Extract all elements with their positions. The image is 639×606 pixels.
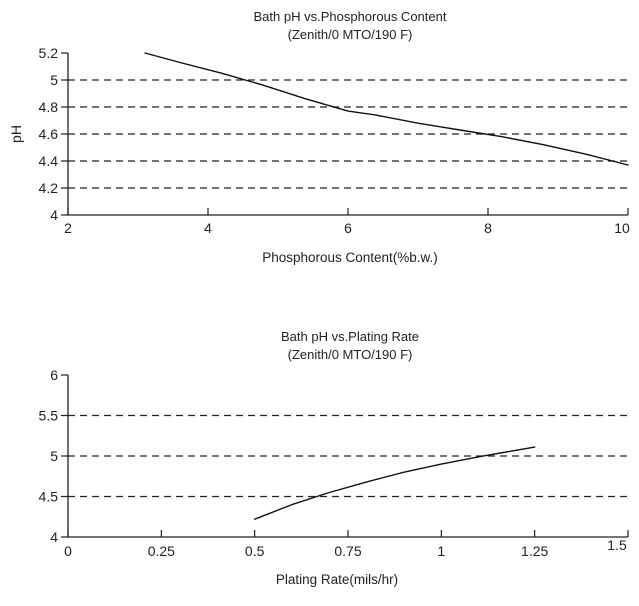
chart-ph-vs-phosphorous: Bath pH vs.Phosphorous Content (Zenith/0… bbox=[8, 9, 630, 265]
series-line bbox=[253, 446, 536, 520]
y-tick-label: 4.2 bbox=[39, 180, 59, 196]
y-tick-label: 4.4 bbox=[39, 153, 59, 169]
y-tick-label: 4.5 bbox=[39, 489, 59, 505]
y-tick-label: 4 bbox=[50, 529, 58, 545]
x-tick-label: 1.25 bbox=[521, 543, 548, 559]
x-tick-label: 10 bbox=[614, 220, 630, 236]
y-tick-label: 4.8 bbox=[39, 99, 59, 115]
chart-ph-vs-plating-rate: Bath pH vs.Plating Rate (Zenith/0 MTO/19… bbox=[39, 329, 629, 587]
y-tick-label: 5 bbox=[50, 448, 58, 464]
x-tick-label: 1.5 bbox=[607, 537, 627, 553]
x-tick-label: 1 bbox=[437, 543, 445, 559]
x-tick-label: 4 bbox=[204, 220, 212, 236]
chart-title: Bath pH vs.Plating Rate bbox=[281, 329, 419, 344]
chart-subtitle: (Zenith/0 MTO/190 F) bbox=[288, 347, 413, 362]
x-tick-label: 8 bbox=[484, 220, 492, 236]
y-tick-label: 5.5 bbox=[39, 408, 59, 424]
x-tick-label: 0 bbox=[64, 543, 72, 559]
y-tick-label: 4.6 bbox=[39, 126, 59, 142]
series-line bbox=[144, 52, 629, 166]
x-tick-label: 0.5 bbox=[245, 543, 265, 559]
x-tick-label: 2 bbox=[64, 220, 72, 236]
x-axis-label: Phosphorous Content(%b.w.) bbox=[262, 250, 438, 265]
chart-title: Bath pH vs.Phosphorous Content bbox=[254, 9, 447, 24]
chart-subtitle: (Zenith/0 MTO/190 F) bbox=[288, 27, 413, 42]
y-axis-label: pH bbox=[8, 125, 24, 143]
y-tick-label: 4 bbox=[50, 207, 58, 223]
x-axis-label: Plating Rate(mils/hr) bbox=[276, 572, 398, 587]
x-tick-label: 6 bbox=[344, 220, 352, 236]
x-tick-label: 0.75 bbox=[334, 543, 361, 559]
y-tick-label: 5.2 bbox=[39, 45, 59, 61]
y-tick-label: 5 bbox=[50, 72, 58, 88]
x-tick-label: 0.25 bbox=[148, 543, 175, 559]
y-tick-label: 6 bbox=[50, 367, 58, 383]
